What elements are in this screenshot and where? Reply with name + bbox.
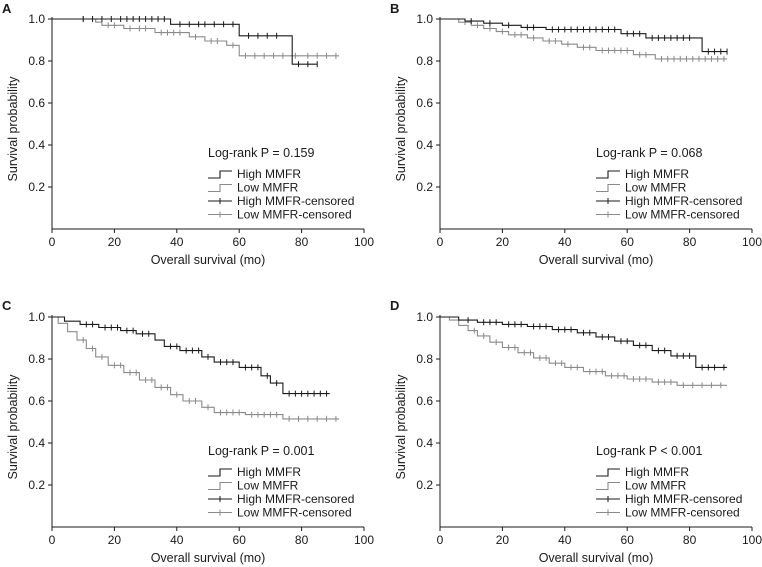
legend-swatch	[208, 468, 232, 477]
y-tick-label: 1.0	[28, 310, 45, 324]
x-tick-label: 0	[49, 533, 56, 547]
y-tick-label: 0.4	[28, 138, 45, 152]
legend-swatch	[208, 170, 232, 179]
x-tick-label: 60	[621, 533, 635, 547]
x-axis-title: Overall survival (mo)	[539, 551, 654, 565]
y-tick-label: 1.0	[416, 12, 433, 26]
y-tick-label: 0.6	[416, 96, 433, 110]
legend-label: High MMFR-censored	[625, 194, 742, 208]
x-axis-title: Overall survival (mo)	[151, 551, 266, 565]
legend-label: Low MMFR	[237, 479, 299, 493]
logrank-pvalue: Log-rank P = 0.068	[596, 146, 702, 160]
x-tick-label: 0	[437, 235, 444, 249]
x-tick-label: 20	[108, 533, 122, 547]
panel-letter: D	[390, 298, 399, 313]
legend-label: High MMFR	[625, 167, 689, 181]
y-tick-label: 0.8	[416, 352, 433, 366]
logrank-pvalue: Log-rank P = 0.159	[208, 146, 314, 160]
x-axis-title: Overall survival (mo)	[151, 253, 266, 267]
legend-label: Low MMFR	[625, 479, 687, 493]
logrank-pvalue: Log-rank P < 0.001	[596, 444, 702, 458]
legend-swatch	[208, 183, 232, 193]
x-tick-label: 40	[170, 533, 184, 547]
x-tick-label: 80	[683, 533, 697, 547]
legend-label: Low MMFR	[237, 181, 299, 195]
x-tick-label: 40	[558, 235, 572, 249]
legend-label: High MMFR	[237, 167, 301, 181]
x-tick-label: 80	[295, 235, 309, 249]
panel-a: A 0 20 40 60 80 100 0.2 0.4 0.6 0.8 1.0 Overall surv…	[2, 1, 374, 267]
x-tick-label: 0	[49, 235, 56, 249]
legend-label: Low MMFR-censored	[625, 208, 740, 222]
legend-label: High MMFR	[237, 465, 301, 479]
legend-swatch	[208, 481, 232, 491]
y-tick-label: 0.2	[28, 180, 45, 194]
high-mmfr-curve	[52, 18, 318, 65]
x-tick-label: 100	[354, 533, 374, 547]
legend-swatch	[596, 183, 620, 193]
panel-letter: A	[2, 1, 12, 16]
y-tick-label: 0.6	[28, 96, 45, 110]
x-tick-label: 40	[558, 533, 572, 547]
high-mmfr-curve	[52, 316, 330, 395]
panel-c: C 0 20 40 60 80 100 0.2 0.4 0.6 0.8 1.0 Overall surv…	[2, 298, 374, 565]
legend-label: High MMFR	[625, 465, 689, 479]
y-tick-label: 0.4	[28, 436, 45, 450]
panel-d: D 0 20 40 60 80 100 0.2 0.4 0.6 0.8 1.0 Overall surv…	[390, 298, 762, 565]
low-mmfr-curve	[52, 316, 339, 420]
x-tick-label: 60	[233, 533, 247, 547]
high-mmfr-curve	[440, 316, 727, 368]
x-tick-label: 20	[108, 235, 122, 249]
y-tick-label: 0.4	[416, 436, 433, 450]
legend-label: Low MMFR-censored	[625, 506, 740, 520]
legend-swatch	[596, 481, 620, 491]
y-tick-label: 0.2	[416, 478, 433, 492]
x-tick-label: 80	[295, 533, 309, 547]
panel-b: B 0 20 40 60 80 100 0.2 0.4 0.6 0.8 1.0 Overall surv…	[390, 1, 762, 267]
y-tick-label: 0.8	[416, 54, 433, 68]
y-tick-label: 0.6	[416, 394, 433, 408]
x-tick-label: 40	[170, 235, 184, 249]
legend-label: High MMFR-censored	[237, 194, 354, 208]
low-mmfr-curve	[440, 18, 727, 60]
x-tick-label: 100	[742, 235, 762, 249]
y-tick-label: 0.8	[28, 54, 45, 68]
x-tick-label: 100	[354, 235, 374, 249]
legend-label: Low MMFR	[625, 181, 687, 195]
y-tick-label: 0.4	[416, 138, 433, 152]
legend-label: High MMFR-censored	[625, 492, 742, 506]
x-tick-label: 60	[621, 235, 635, 249]
x-tick-label: 20	[496, 235, 510, 249]
panel-letter: C	[2, 298, 12, 313]
legend-swatch	[596, 170, 620, 179]
y-tick-label: 1.0	[416, 310, 433, 324]
y-axis-title: Survival probability	[394, 76, 408, 182]
legend-label: Low MMFR-censored	[237, 208, 352, 222]
low-mmfr-curve	[440, 316, 727, 386]
x-tick-label: 20	[496, 533, 510, 547]
y-tick-label: 1.0	[28, 12, 45, 26]
y-tick-label: 0.2	[416, 180, 433, 194]
x-axis-title: Overall survival (mo)	[539, 253, 654, 267]
y-tick-label: 0.6	[28, 394, 45, 408]
y-axis-title: Survival probability	[6, 374, 20, 480]
legend-label: High MMFR-censored	[237, 492, 354, 506]
legend-swatch	[596, 468, 620, 477]
logrank-pvalue: Log-rank P = 0.001	[208, 444, 314, 458]
low-mmfr-curve	[52, 18, 339, 57]
y-axis-title: Survival probability	[394, 374, 408, 480]
legend-label: Low MMFR-censored	[237, 506, 352, 520]
x-tick-label: 0	[437, 533, 444, 547]
x-tick-label: 80	[683, 235, 697, 249]
panel-letter: B	[390, 1, 399, 16]
y-tick-label: 0.8	[28, 352, 45, 366]
x-tick-label: 60	[233, 235, 247, 249]
y-axis-title: Survival probability	[6, 76, 20, 182]
x-tick-label: 100	[742, 533, 762, 547]
y-tick-label: 0.2	[28, 478, 45, 492]
